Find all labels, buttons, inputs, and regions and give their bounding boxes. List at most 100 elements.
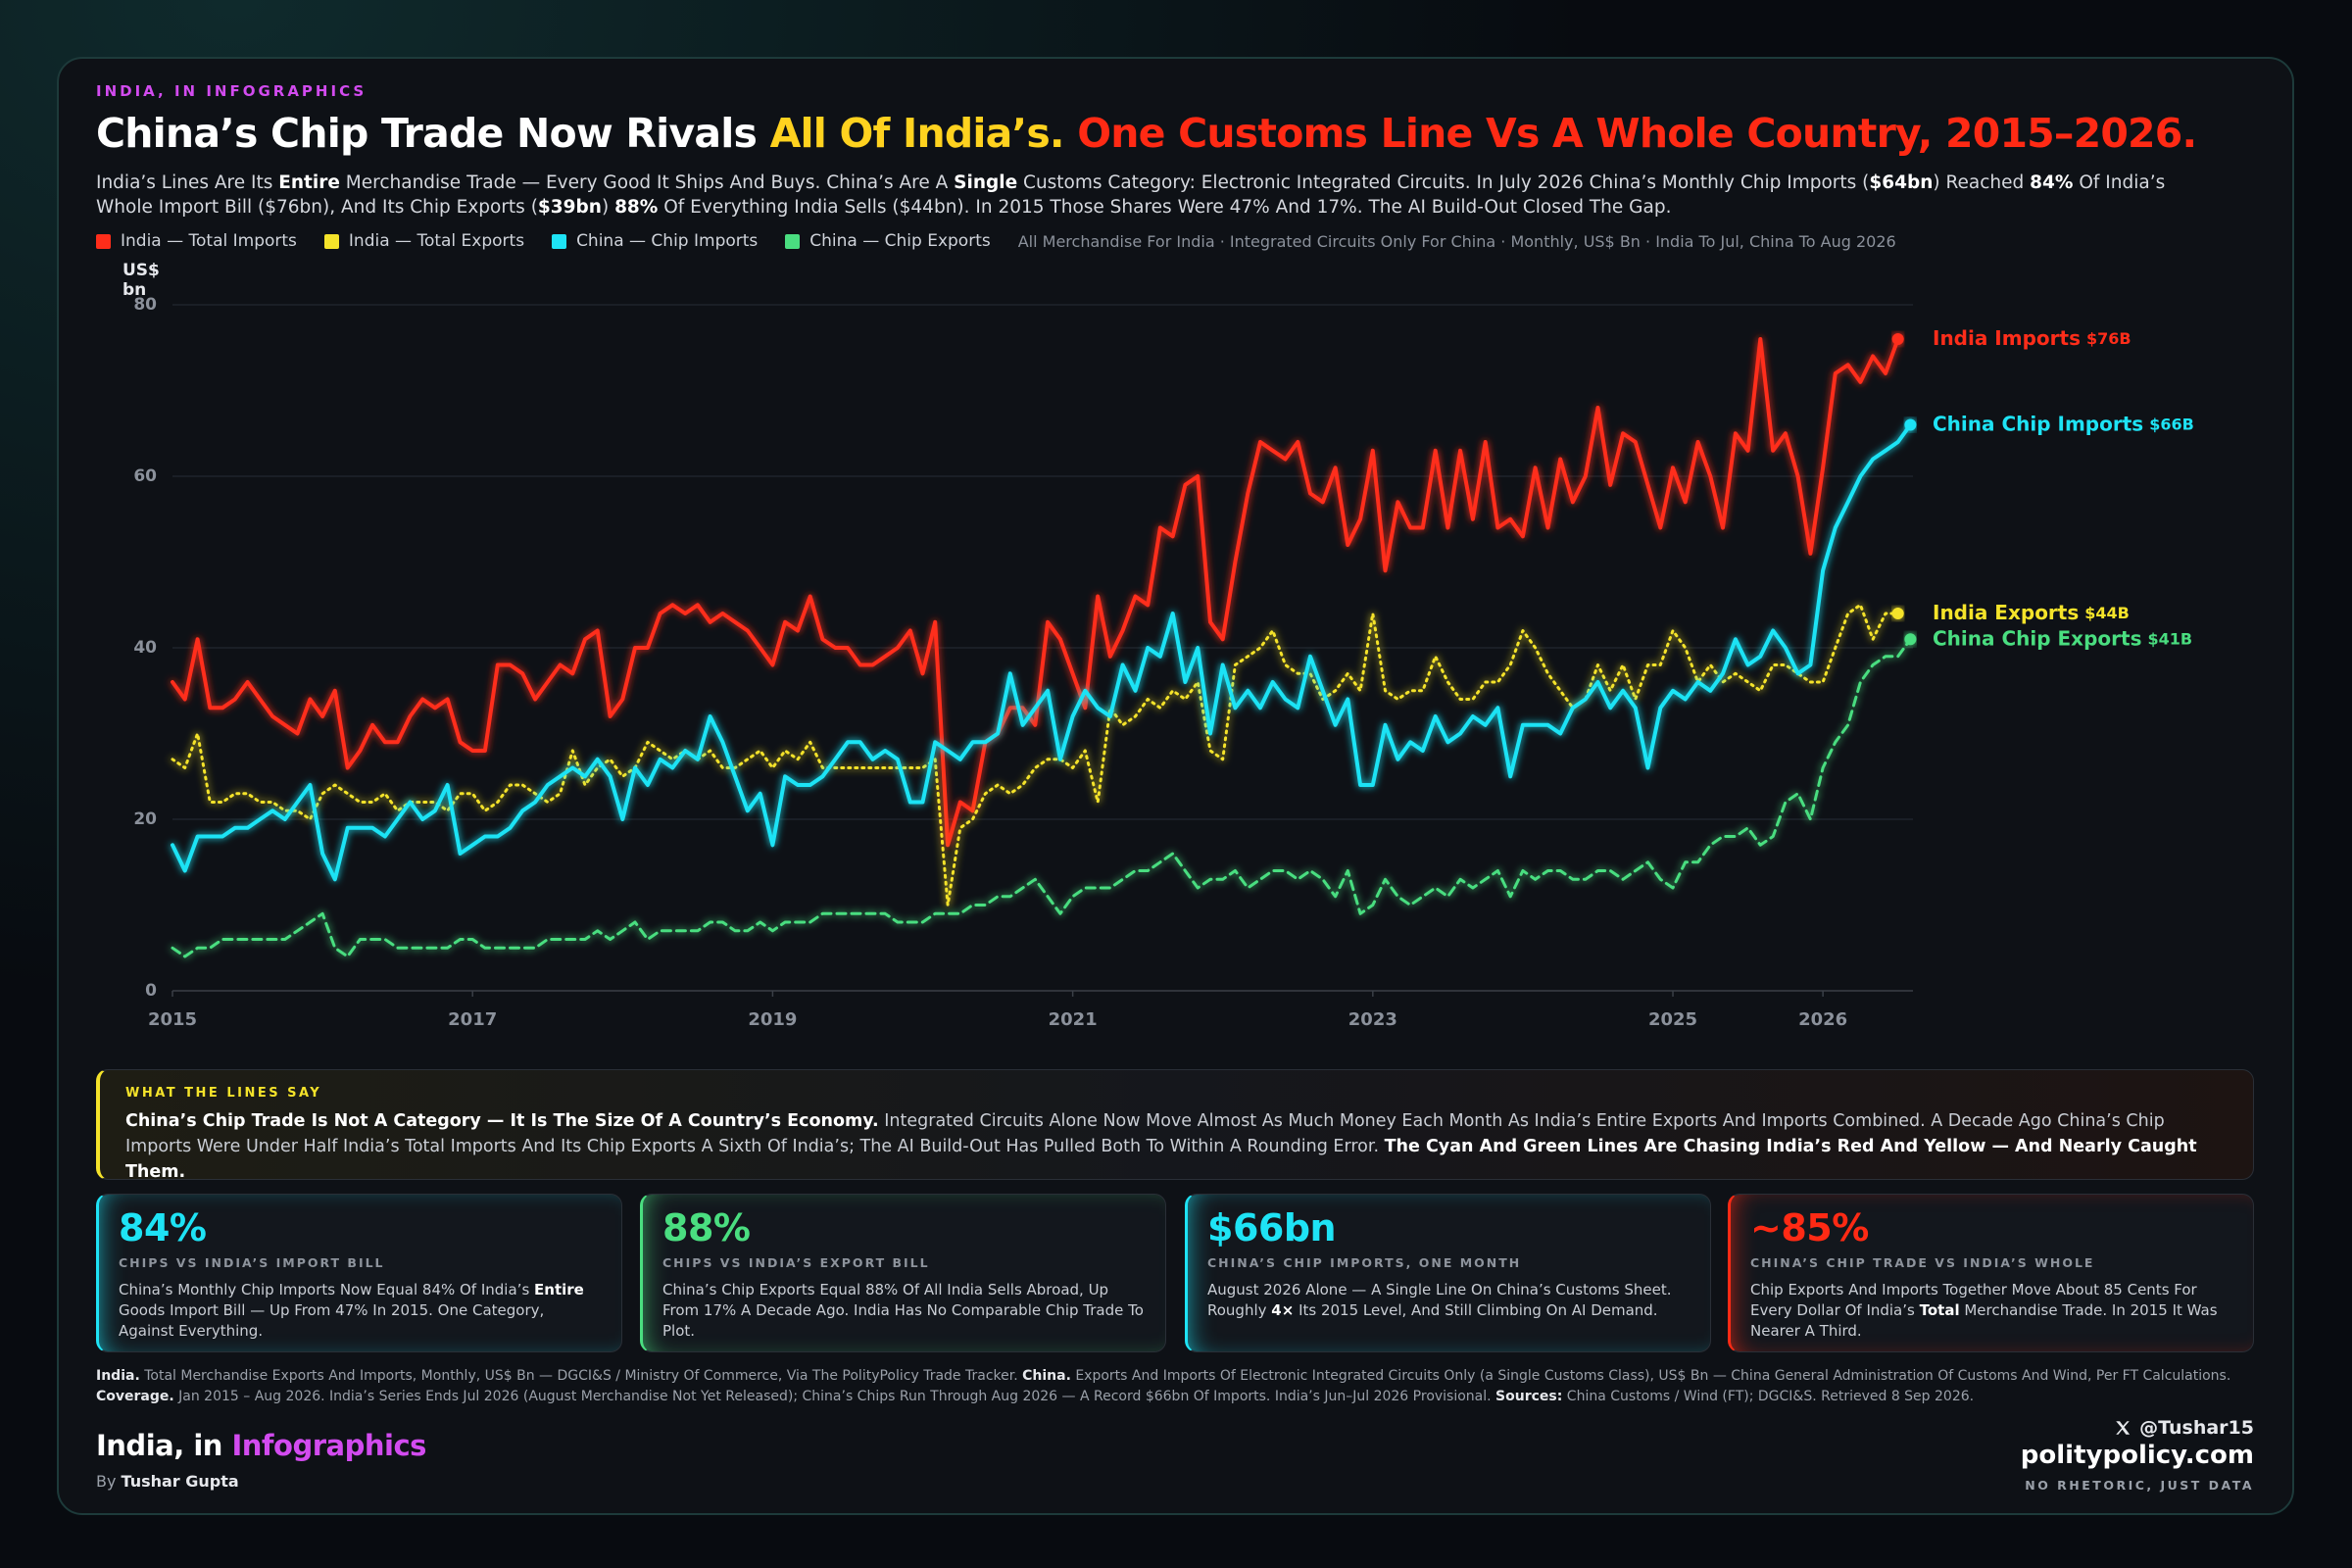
text-segment: ) Reached (1933, 172, 2031, 193)
callout-body: China’s Chip Trade Is Not A Category — I… (125, 1108, 2228, 1185)
stat-value: 88% (662, 1206, 751, 1250)
brand-text: India, in (96, 1429, 232, 1462)
text-segment: Customs Category: Electronic Integrated … (1017, 172, 1870, 193)
legend-item: China — Chip Exports (785, 231, 991, 251)
y-tick-label: 60 (133, 466, 157, 486)
end-value-label: $66B (2149, 415, 2194, 433)
x-tick-label: 2017 (448, 1009, 497, 1030)
text-segment: 88% (614, 197, 659, 218)
text-segment: Coverage. (96, 1389, 174, 1404)
stat-body: Chip Exports And Imports Together Move A… (1750, 1280, 2233, 1342)
x-tick-label: 2019 (748, 1009, 797, 1030)
text-segment: Sources: (1495, 1389, 1563, 1404)
legend: India — Total Imports India — Total Expor… (96, 231, 1896, 251)
text-segment: India’s Lines Are Its (96, 172, 279, 193)
text-segment: China’s Chip Trade Is Not A Category — I… (125, 1111, 879, 1131)
text-segment: Of Everything India Sells ($44bn). In 20… (658, 197, 1672, 218)
stat-value: ~85% (1750, 1206, 1869, 1250)
stat-label: CHINA’S CHIP TRADE VS INDIA’S WHOLE (1750, 1255, 2095, 1270)
legend-swatch (323, 233, 339, 249)
text-segment: Total (1919, 1301, 1960, 1319)
subtitle: India’s Lines Are Its Entire Merchandise… (96, 171, 2223, 220)
stat-label: CHINA’S CHIP IMPORTS, ONE MONTH (1207, 1255, 1522, 1270)
series-line (171, 422, 1913, 882)
title-part: One Customs Line Vs A Whole Country, 201… (1063, 110, 2197, 157)
text-segment: Single (954, 172, 1018, 193)
end-label-name: China Chip Exports (1933, 626, 2141, 650)
x-tick-label: 2023 (1348, 1009, 1397, 1030)
byline: By Tushar Gupta (96, 1472, 239, 1491)
end-label: India Imports $76B (1933, 326, 2132, 350)
text-segment: India. (96, 1368, 140, 1384)
text-segment: Entire (534, 1281, 584, 1298)
end-dot (1891, 608, 1904, 619)
text-segment: Merchandise Trade — Every Good It Ships … (339, 172, 955, 193)
series-line (171, 603, 1900, 906)
y-axis-label: bn (122, 280, 146, 300)
y-tick-label: 80 (133, 295, 157, 315)
brand: India, in Infographics (96, 1429, 426, 1462)
callout-label: WHAT THE LINES SAY (125, 1086, 322, 1101)
x-tick-label: 2021 (1049, 1009, 1098, 1030)
stat-card: 84% CHIPS VS INDIA’S IMPORT BILL China’s M… (96, 1194, 622, 1352)
text-segment: ) (601, 197, 615, 218)
legend-item: India — Total Imports (96, 231, 297, 251)
legend-label: China — Chip Imports (576, 231, 759, 251)
end-value-label: $41B (2147, 629, 2192, 648)
y-tick-label: 20 (133, 809, 157, 829)
legend-item: India — Total Exports (323, 231, 525, 251)
text-segment: Merchandise Trade. In 2015 It Was Nearer… (1750, 1301, 2218, 1340)
y-axis-label: US$ (122, 261, 160, 280)
end-value-label: $76B (2086, 329, 2132, 348)
stat-body: August 2026 Alone — A Single Line On Chi… (1207, 1280, 1690, 1321)
legend-label: India — Total Imports (121, 231, 297, 251)
site[interactable]: politypolicy.com (2020, 1441, 2254, 1470)
end-label: China Chip Imports $66B (1933, 412, 2194, 435)
x-tick-label: 2026 (1798, 1009, 1847, 1030)
legend-label: China — Chip Exports (809, 231, 991, 251)
text-segment: Jan 2015 – Aug 2026. India’s Series Ends… (173, 1389, 1496, 1404)
y-tick-label: 40 (133, 638, 157, 658)
chart: US$bn 0 20 40 60 80 2015 2017 2019 2021 2023 2025 20… (122, 261, 2194, 1030)
stat-label: CHIPS VS INDIA’S IMPORT BILL (119, 1255, 385, 1270)
byline-text: By (96, 1472, 122, 1491)
text-segment: China’s Monthly Chip Imports Now Equal 8… (119, 1281, 535, 1298)
legend-swatch (96, 233, 111, 249)
text-segment: Exports And Imports Of Electronic Integr… (1070, 1368, 2231, 1384)
end-dot (1904, 418, 1917, 431)
text-segment: The Cyan And Green Lines Are Chasing Ind… (125, 1137, 2197, 1182)
handle[interactable]: @Tushar15 (2139, 1417, 2254, 1439)
end-label: China Chip Exports $41B (1933, 626, 2192, 650)
kicker: INDIA, IN INFOGRAPHICS (96, 82, 368, 100)
end-label-name: India Imports (1933, 326, 2081, 350)
stat-value: $66bn (1207, 1206, 1337, 1250)
x-tick-label: 2015 (148, 1009, 197, 1030)
end-value-label: $44B (2084, 604, 2130, 622)
brand-accent: Infographics (231, 1429, 427, 1462)
text-segment: Entire (278, 172, 340, 193)
footnote: India. Total Merchandise Exports And Imp… (96, 1366, 2252, 1407)
text-segment: China’s Chip Exports Equal 88% Of All In… (662, 1281, 1144, 1340)
end-label-name: China Chip Imports (1933, 412, 2143, 435)
end-label-name: India Exports (1933, 601, 2079, 624)
x-tick-label: 2025 (1648, 1009, 1697, 1030)
text-segment: Its 2015 Level, And Still Climbing On AI… (1294, 1301, 1658, 1319)
text-segment: China. (1022, 1368, 1071, 1384)
text-segment: 4× (1271, 1301, 1295, 1319)
series-line (171, 337, 1900, 848)
y-tick-label: 0 (145, 981, 157, 1001)
end-dot (1904, 633, 1917, 646)
x-icon (2116, 1421, 2131, 1435)
title: China’s Chip Trade Now Rivals All Of Ind… (96, 110, 2197, 157)
callout: WHAT THE LINES SAY China’s Chip Trade Is… (96, 1069, 2254, 1182)
legend-swatch (785, 233, 801, 249)
text-segment: Total Merchandise Exports And Imports, M… (139, 1368, 1023, 1384)
stat-card: ~85% CHINA’S CHIP TRADE VS INDIA’S WHOLE C… (1728, 1194, 2254, 1352)
title-part: China’s Chip Trade Now Rivals (96, 110, 770, 157)
tagline: NO RHETORIC, JUST DATA (2025, 1478, 2254, 1493)
legend-label: India — Total Exports (348, 231, 525, 251)
text-segment: China Customs / Wind (FT); DGCI&S. Retri… (1562, 1389, 1975, 1404)
stat-card: $66bn CHINA’S CHIP IMPORTS, ONE MONTH Augu… (1185, 1194, 1711, 1352)
end-dot (1891, 333, 1904, 345)
